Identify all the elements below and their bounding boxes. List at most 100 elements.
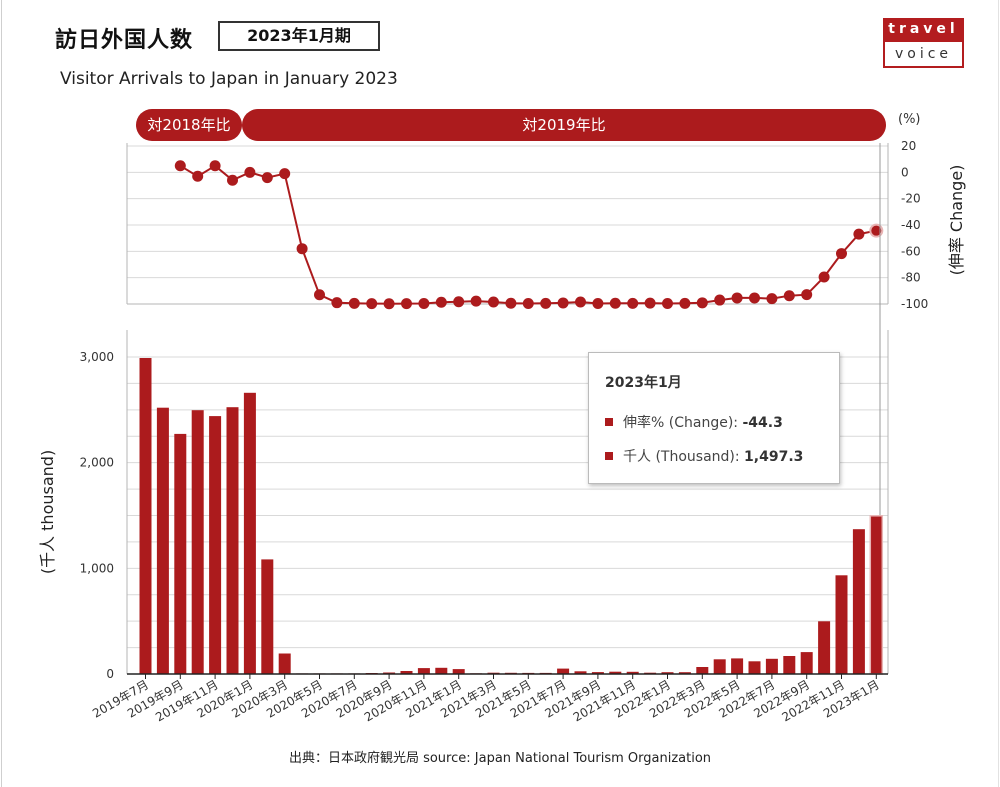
- change-point: [869, 223, 884, 238]
- bar-y-tick-label: 1,000: [80, 561, 114, 575]
- visitor-bar: [191, 410, 204, 674]
- change-point: [609, 297, 621, 309]
- change-point: [227, 174, 238, 186]
- change-point: [679, 297, 691, 309]
- visitor-bar: [574, 671, 587, 674]
- change-point: [644, 297, 656, 309]
- visitor-bar: [626, 671, 639, 674]
- tooltip-thousand-label: 千人 (Thousand):: [623, 449, 745, 465]
- visitor-bar: [713, 659, 726, 674]
- change-series-line: [179, 164, 877, 305]
- change-point: [296, 243, 308, 255]
- change-point: [592, 297, 604, 309]
- visitor-bar: [696, 667, 709, 674]
- change-point: [836, 248, 847, 260]
- tooltip-change-label: 伸率% (Change):: [623, 415, 743, 431]
- hover-tooltip: 2023年1月 伸率% (Change): -44.3 千人 (Thousand…: [588, 352, 840, 484]
- change-point: [853, 228, 865, 240]
- change-point: [453, 296, 465, 308]
- change-point: [522, 297, 534, 309]
- change-point: [766, 293, 778, 305]
- period-badge: 2023年1月期: [218, 21, 380, 51]
- visitor-bar: [852, 529, 865, 674]
- change-point: [749, 292, 760, 304]
- change-point: [192, 170, 204, 182]
- change-point: [714, 294, 726, 306]
- change-point: [418, 297, 430, 309]
- line-y-tick-label: 20: [901, 139, 916, 153]
- visitor-bar: [452, 669, 465, 674]
- line-y-tick-label: -40: [901, 218, 921, 232]
- change-point: [348, 297, 360, 309]
- visitor-bar: [557, 668, 570, 674]
- logo-top-text: travel: [883, 18, 964, 40]
- chart-subtitle: Visitor Arrivals to Japan in January 202…: [60, 69, 398, 89]
- change-point: [731, 292, 743, 304]
- visitor-bar: [591, 672, 604, 674]
- tooltip-row-change: 伸率% (Change): -44.3: [605, 412, 783, 432]
- change-point: [383, 298, 395, 310]
- change-point: [331, 297, 343, 309]
- line-y-tick-label: 0: [901, 165, 909, 179]
- visitor-bar: [731, 658, 744, 674]
- change-point: [818, 271, 830, 283]
- change-point: [261, 172, 273, 184]
- line-y-tick-label: -100: [901, 297, 928, 311]
- visitor-bar: [226, 407, 239, 674]
- change-point: [488, 296, 499, 308]
- change-point: [575, 296, 586, 308]
- line-y-tick-label: -60: [901, 244, 921, 258]
- visitor-bar: [678, 672, 691, 674]
- travelvoice-logo[interactable]: travel voice: [883, 18, 964, 68]
- bar-y-tick-label: 3,000: [80, 350, 114, 364]
- visitor-bar: [209, 416, 222, 674]
- change-point: [279, 168, 291, 180]
- line-y-tick-label: -80: [901, 271, 921, 285]
- bar-y-tick-label: 2,000: [80, 456, 114, 470]
- change-point: [627, 297, 639, 309]
- tooltip-title: 2023年1月: [605, 375, 682, 391]
- visitor-bar: [835, 575, 848, 674]
- change-point: [244, 166, 256, 178]
- change-point: [557, 297, 569, 309]
- visitor-bar: [417, 668, 430, 674]
- visitor-bar: [278, 653, 291, 674]
- bar-y-tick-label: 0: [106, 667, 114, 681]
- visitor-bar: [783, 656, 796, 674]
- band-label-2018: 対2018年比: [136, 109, 242, 141]
- change-point: [401, 298, 412, 310]
- visitor-bar: [156, 407, 169, 674]
- visitor-bar: [869, 515, 884, 675]
- change-point: [174, 160, 186, 172]
- visitor-bar: [800, 652, 813, 674]
- visitor-bar: [139, 358, 152, 674]
- change-point: [540, 297, 552, 309]
- chart-title-jp: 訪日外国人数: [55, 28, 194, 53]
- change-point: [314, 289, 325, 301]
- change-legend-swatch: [605, 418, 613, 426]
- thousand-legend-swatch: [605, 452, 613, 460]
- bar-y-axis-label: (千人 thousand): [38, 450, 57, 574]
- tooltip-change-value: -44.3: [742, 415, 783, 431]
- visitor-bar: [609, 671, 622, 674]
- visitor-bar: [174, 433, 187, 674]
- visitor-bar: [400, 671, 413, 674]
- band-label-2019: 対2019年比: [242, 109, 886, 141]
- line-unit-label: (%): [898, 112, 921, 127]
- change-point: [801, 289, 813, 301]
- tooltip-row-thousand: 千人 (Thousand): 1,497.3: [605, 446, 803, 466]
- change-point: [662, 297, 673, 309]
- tooltip-thousand-value: 1,497.3: [744, 449, 804, 465]
- line-y-tick-label: -20: [901, 192, 921, 206]
- visitor-bar: [765, 658, 778, 674]
- line-panel: 20 0 -20 -40 -60 -80 -100 (%) (伸率 Change): [126, 112, 966, 311]
- change-point: [696, 297, 708, 309]
- visitor-bar: [748, 661, 761, 674]
- logo-bottom-text: voice: [883, 40, 964, 68]
- visitor-bar: [243, 392, 256, 674]
- change-point: [366, 298, 378, 310]
- visitor-bar: [435, 667, 448, 674]
- change-point: [505, 297, 517, 309]
